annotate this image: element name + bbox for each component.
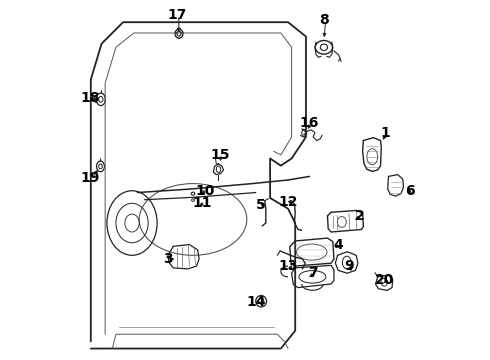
- Text: 1: 1: [380, 126, 390, 140]
- Text: 17: 17: [167, 8, 187, 22]
- Text: 13: 13: [278, 259, 298, 273]
- Text: 7: 7: [308, 266, 318, 280]
- Text: 18: 18: [80, 90, 100, 104]
- Text: 16: 16: [300, 116, 319, 130]
- Text: 5: 5: [256, 198, 266, 212]
- Text: 19: 19: [80, 171, 100, 185]
- Text: 4: 4: [333, 238, 343, 252]
- Text: 2: 2: [355, 209, 365, 223]
- Text: 11: 11: [192, 196, 212, 210]
- Text: 20: 20: [375, 273, 394, 287]
- Text: 6: 6: [405, 184, 415, 198]
- Text: 15: 15: [210, 148, 230, 162]
- Text: 3: 3: [163, 252, 172, 266]
- Text: 9: 9: [344, 259, 354, 273]
- Text: 10: 10: [196, 184, 215, 198]
- Text: 12: 12: [278, 194, 298, 208]
- Text: 14: 14: [246, 295, 266, 309]
- Text: 8: 8: [319, 13, 329, 27]
